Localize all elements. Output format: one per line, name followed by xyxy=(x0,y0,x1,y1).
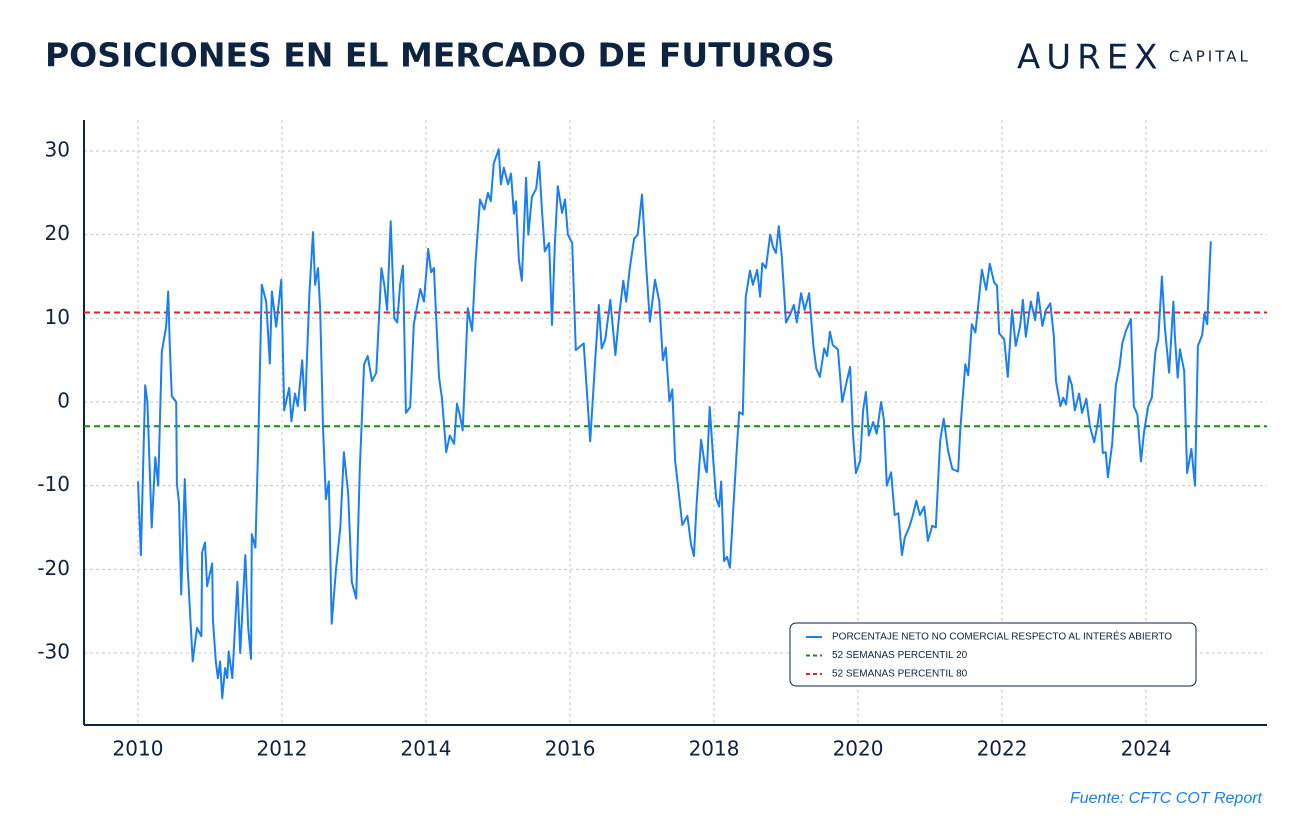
x-tick-label: 2016 xyxy=(545,737,596,761)
y-tick-label: 30 xyxy=(45,137,70,161)
y-tick-label: -10 xyxy=(37,472,70,496)
logo: AUREX CAPITAL xyxy=(1017,38,1251,78)
y-tick-label: -30 xyxy=(37,640,70,664)
y-tick-label: 0 xyxy=(57,388,70,412)
legend-label: 52 SEMANAS PERCENTIL 20 xyxy=(832,650,968,661)
x-tick-label: 2020 xyxy=(833,737,884,761)
x-tick-label: 2014 xyxy=(401,737,452,761)
legend: PORCENTAJE NETO NO COMERCIAL RESPECTO AL… xyxy=(789,622,1197,687)
legend-box xyxy=(789,622,1197,687)
x-tick-label: 2010 xyxy=(113,737,164,761)
source: Fuente: CFTC COT Report xyxy=(1070,790,1263,807)
x-tick-label: 2012 xyxy=(257,737,308,761)
brand: AUREX xyxy=(1017,38,1164,78)
y-tick-label: -20 xyxy=(37,556,70,580)
x-tick-label: 2022 xyxy=(977,737,1028,761)
x-tick-label: 2018 xyxy=(689,737,740,761)
legend-label: PORCENTAJE NETO NO COMERCIAL RESPECTO AL… xyxy=(832,630,1172,643)
y-tick-label: 10 xyxy=(45,305,70,329)
data-line xyxy=(137,148,1212,700)
x-tick-label: 2024 xyxy=(1121,737,1172,761)
y-tick-label: 20 xyxy=(45,221,70,245)
brand-sub: CAPITAL xyxy=(1169,48,1251,66)
chart-title: POSICIONES EN EL MERCADO DE FUTUROS xyxy=(45,36,835,75)
legend-label: 52 SEMANAS PERCENTIL 80 xyxy=(832,669,968,680)
